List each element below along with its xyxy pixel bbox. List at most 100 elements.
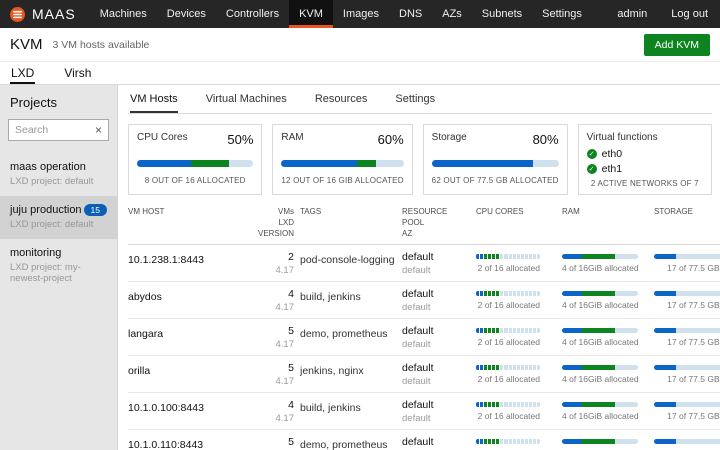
storage-caption: 17 of 77.5 GB allocated — [667, 300, 720, 311]
tab-vm-hosts[interactable]: VM Hosts — [130, 93, 178, 113]
lxd-version: 4.17 — [275, 339, 295, 351]
vm-hosts-table: VM HOST VMs LXD VERSION TAGS RESOURCE POO… — [128, 203, 720, 450]
nav-machines[interactable]: Machines — [99, 8, 147, 20]
cpu-cores-caption: 2 of 16 allocated — [477, 374, 540, 385]
storage-caption: 17 of 77.5 GB allocated — [667, 263, 720, 274]
ram-meter — [562, 402, 638, 408]
page-title: KVM — [10, 36, 43, 53]
search-input[interactable] — [15, 124, 95, 136]
nav-subnets[interactable]: Subnets — [481, 8, 523, 20]
storage-percent: 80% — [532, 132, 559, 147]
maas-brand[interactable]: MAAS — [0, 0, 90, 28]
cpu-percent: 50% — [227, 132, 254, 147]
col-header-resource-pool: RESOURCE POOL AZ — [402, 203, 476, 246]
col-header-storage: STORAGE — [654, 203, 720, 246]
resource-pool: default — [402, 288, 434, 301]
nav-kvm[interactable]: KVM — [289, 0, 333, 28]
logout-button[interactable]: Log out — [671, 8, 708, 20]
lxd-version: 4.17 — [275, 302, 295, 314]
storage-meter — [654, 402, 720, 408]
tab-virtual-machines[interactable]: Virtual Machines — [205, 93, 287, 105]
summary-cards: CPU Cores 50% 8 OUT OF 16 ALLOCATED RAM … — [128, 124, 712, 195]
tab-settings[interactable]: Settings — [395, 93, 436, 105]
sidebar-title: Projects — [10, 95, 57, 110]
tab-resources[interactable]: Resources — [314, 93, 368, 105]
ram-meter — [562, 254, 638, 260]
ram-allocation-caption: 12 OUT OF 16 GIB ALLOCATED — [281, 176, 404, 185]
project-subtitle: LXD project: default — [10, 176, 94, 187]
availability-zone: default — [402, 302, 431, 314]
storage-meter — [654, 291, 720, 297]
vm-host-name[interactable]: langara — [128, 318, 256, 357]
ram-meter — [562, 439, 638, 445]
tags-cell: build, jenkins — [300, 392, 402, 431]
table-row[interactable]: langara 5 4.17 demo, prometheus default … — [128, 318, 720, 357]
nav-images[interactable]: Images — [342, 8, 379, 20]
brand-label: MAAS — [32, 6, 76, 22]
cpu-cores-caption: 2 of 16 allocated — [477, 263, 540, 274]
interface-name: eth0 — [601, 148, 623, 160]
storage-meter — [654, 439, 720, 445]
interface-row: ✓ eth1 — [586, 163, 703, 175]
tab-lxd[interactable]: LXD — [10, 64, 36, 84]
tags-cell: demo, prometheus — [300, 429, 402, 450]
ram-meter — [562, 365, 638, 371]
table-row[interactable]: 10.1.0.110:8443 5 4.17 demo, prometheus … — [128, 429, 720, 450]
resource-pool: default — [402, 436, 434, 449]
table-row[interactable]: orilla 5 4.17 jenkins, nginx default def… — [128, 355, 720, 394]
storage-meter — [654, 328, 720, 334]
cpu-cores-meter — [476, 402, 540, 408]
table-row[interactable]: abydos 4 4.17 build, jenkins default def… — [128, 281, 720, 320]
ram-percent: 60% — [377, 132, 404, 147]
vm-count-badge: 15 — [83, 204, 107, 216]
main-content: VM Hosts Virtual Machines Resources Sett… — [118, 85, 720, 450]
storage-meter — [431, 160, 559, 167]
nav-controllers[interactable]: Controllers — [225, 8, 280, 20]
tab-virsh[interactable]: Virsh — [64, 66, 92, 80]
vm-host-name[interactable]: orilla — [128, 355, 256, 394]
resource-pool: default — [402, 362, 434, 375]
lxd-version: 4.17 — [275, 265, 295, 277]
availability-zone: default — [402, 376, 431, 388]
tags-cell: demo, prometheus — [300, 318, 402, 357]
sidebar-item-maas-operation[interactable]: maas operation LXD project: default — [0, 153, 117, 196]
vm-host-name[interactable]: 10.1.238.1:8443 — [128, 244, 256, 283]
nav-items: Machines Devices Controllers KVM Images … — [90, 0, 592, 28]
cpu-cores-meter — [476, 291, 540, 297]
vm-host-name[interactable]: abydos — [128, 281, 256, 320]
ram-meter — [281, 160, 404, 167]
nav-user[interactable]: admin — [617, 8, 648, 20]
vms-count: 5 — [288, 362, 294, 375]
vm-host-name[interactable]: 10.1.0.110:8443 — [128, 429, 256, 450]
cpu-cores-meter — [476, 254, 540, 260]
tags-cell: jenkins, nginx — [300, 355, 402, 394]
lxd-version: 4.17 — [275, 413, 295, 425]
tags-cell: build, jenkins — [300, 281, 402, 320]
nav-devices[interactable]: Devices — [166, 8, 206, 20]
col-header-ram: RAM — [562, 203, 654, 246]
ram-caption: 4 of 16GiB allocated — [562, 411, 639, 422]
add-kvm-button[interactable]: Add KVM — [643, 33, 710, 56]
vm-host-name[interactable]: 10.1.0.100:8443 — [128, 392, 256, 431]
kvm-type-tabs: LXD Virsh — [0, 62, 720, 85]
card-title: RAM — [281, 132, 304, 143]
sidebar-item-juju-production[interactable]: juju production 15 LXD project: default — [0, 196, 117, 239]
nav-settings[interactable]: Settings — [542, 8, 582, 20]
vms-count: 2 — [288, 251, 294, 264]
ram-caption: 4 of 16GiB allocated — [562, 300, 639, 311]
table-row[interactable]: 10.1.238.1:8443 2 4.17 pod-console-loggi… — [128, 244, 720, 283]
storage-meter — [654, 365, 720, 371]
ram-caption: 4 of 16GiB allocated — [562, 263, 639, 274]
col-header-tags: TAGS — [300, 203, 402, 246]
maas-logo-icon — [10, 6, 25, 22]
clear-search-icon[interactable]: × — [94, 123, 102, 137]
sidebar-item-monitoring[interactable]: monitoring LXD project: my-newest-projec… — [0, 239, 117, 293]
cpu-cores-caption: 2 of 16 allocated — [477, 411, 540, 422]
project-name: monitoring — [10, 247, 62, 259]
table-row[interactable]: 10.1.0.100:8443 4 4.17 build, jenkins de… — [128, 392, 720, 431]
nav-dns[interactable]: DNS — [399, 8, 423, 20]
check-icon: ✓ — [586, 164, 597, 174]
project-tabs: VM Hosts Virtual Machines Resources Sett… — [128, 85, 712, 114]
nav-azs[interactable]: AZs — [442, 8, 462, 20]
storage-meter — [654, 254, 720, 260]
